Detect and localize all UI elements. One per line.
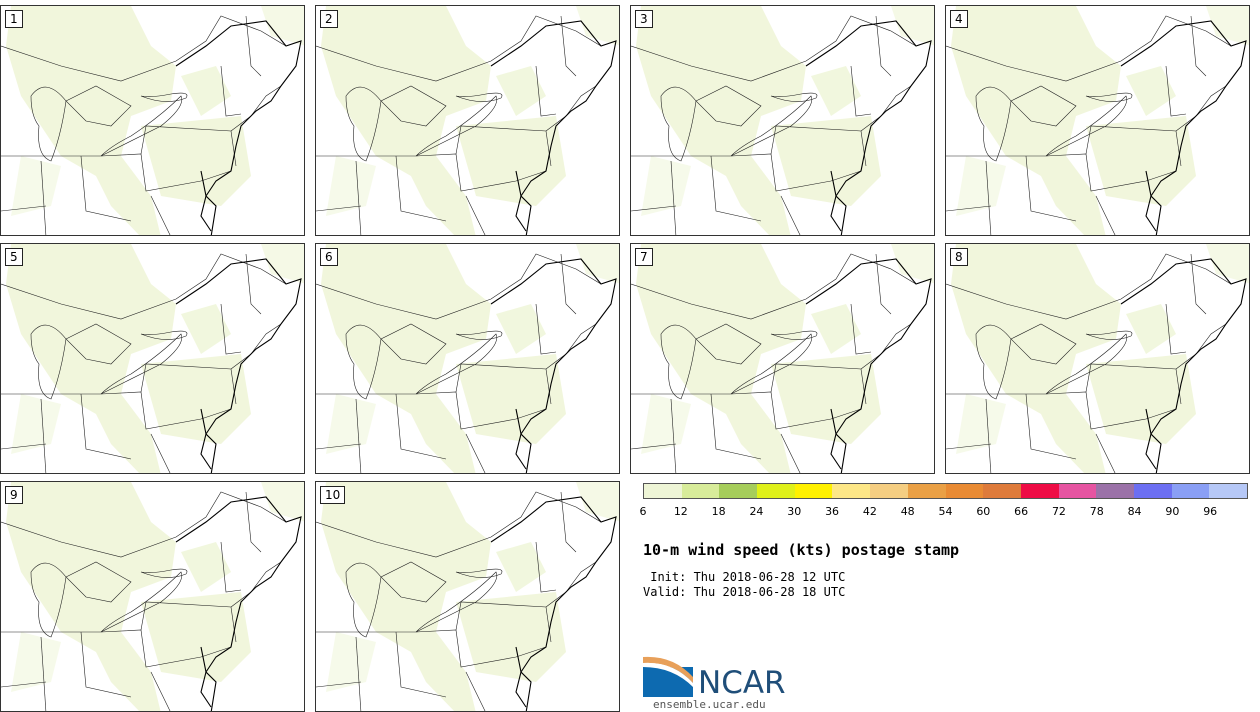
panel-number: 6	[320, 248, 338, 266]
panel-number: 9	[5, 486, 23, 504]
ncar-logo-text: NCAR	[698, 665, 786, 701]
colorbar-tick: 78	[1089, 505, 1104, 518]
basemap	[631, 6, 934, 235]
basemap	[316, 482, 619, 711]
colorbar-tick: 42	[862, 505, 877, 518]
colorbar-segment	[832, 484, 871, 498]
map-panel: 4	[945, 5, 1250, 236]
basemap	[631, 244, 934, 473]
colorbar-tick: 90	[1165, 505, 1180, 518]
map-title: 10-m wind speed (kts) postage stamp	[643, 541, 960, 559]
panel-number: 3	[635, 10, 653, 28]
colorbar-segment	[1020, 484, 1059, 498]
colorbar-tick: 18	[711, 505, 726, 518]
colorbar-segment	[1133, 484, 1172, 498]
colorbar-tick: 54	[938, 505, 953, 518]
basemap	[1, 482, 304, 711]
map-panel: 9	[0, 481, 305, 712]
panel-number: 4	[950, 10, 968, 28]
panel-number: 2	[320, 10, 338, 28]
basemap	[1, 6, 304, 235]
colorbar-segment	[681, 484, 720, 498]
colorbar-tick: 36	[825, 505, 840, 518]
map-panel: 8	[945, 243, 1250, 474]
basemap	[946, 6, 1249, 235]
basemap	[946, 244, 1249, 473]
colorbar-tick: 84	[1127, 505, 1142, 518]
colorbar-tick: 24	[749, 505, 764, 518]
ncar-logo-icon	[643, 656, 693, 697]
colorbar-segment	[945, 484, 984, 498]
colorbar-segment	[870, 484, 908, 498]
valid-time: Valid: Thu 2018-06-28 18 UTC	[643, 585, 846, 599]
basemap	[316, 244, 619, 473]
panel-number: 5	[5, 248, 23, 266]
map-panel: 10	[315, 481, 620, 712]
colorbar-tick: 48	[900, 505, 915, 518]
colorbar-segment	[644, 484, 682, 498]
colorbar-segment	[1058, 484, 1097, 498]
colorbar-segment	[794, 484, 833, 498]
colorbar-segment	[757, 484, 795, 498]
colorbar-segment	[1096, 484, 1134, 498]
colorbar-tick: 6	[639, 505, 647, 518]
map-panel: 6	[315, 243, 620, 474]
map-panel: 2	[315, 5, 620, 236]
panel-number: 1	[5, 10, 23, 28]
colorbar-segment	[1171, 484, 1210, 498]
basemap	[316, 6, 619, 235]
colorbar-tick: 60	[976, 505, 991, 518]
colorbar-tick: 72	[1051, 505, 1066, 518]
basemap	[1, 244, 304, 473]
map-panel: 1	[0, 5, 305, 236]
map-panel: 5	[0, 243, 305, 474]
panel-number: 8	[950, 248, 968, 266]
colorbar-tick: 96	[1203, 505, 1218, 518]
map-panel: 3	[630, 5, 935, 236]
colorbar-segment	[983, 484, 1021, 498]
colorbar-tick: 30	[787, 505, 802, 518]
panel-number: 10	[320, 486, 346, 504]
map-panel: 7	[630, 243, 935, 474]
colorbar-ticks: 6 12 18 24 30 36 42 48 54 60 66 72 78 84 90 96	[639, 505, 1248, 519]
colorbar-segment	[1209, 484, 1247, 498]
site-url: ensemble.ucar.edu	[653, 698, 766, 711]
colorbar-tick: 66	[1014, 505, 1029, 518]
init-time: Init: Thu 2018-06-28 12 UTC	[643, 570, 846, 584]
colorbar	[643, 483, 1248, 499]
colorbar-segment	[719, 484, 758, 498]
colorbar-tick: 12	[673, 505, 688, 518]
panel-number: 7	[635, 248, 653, 266]
colorbar-segment	[907, 484, 946, 498]
